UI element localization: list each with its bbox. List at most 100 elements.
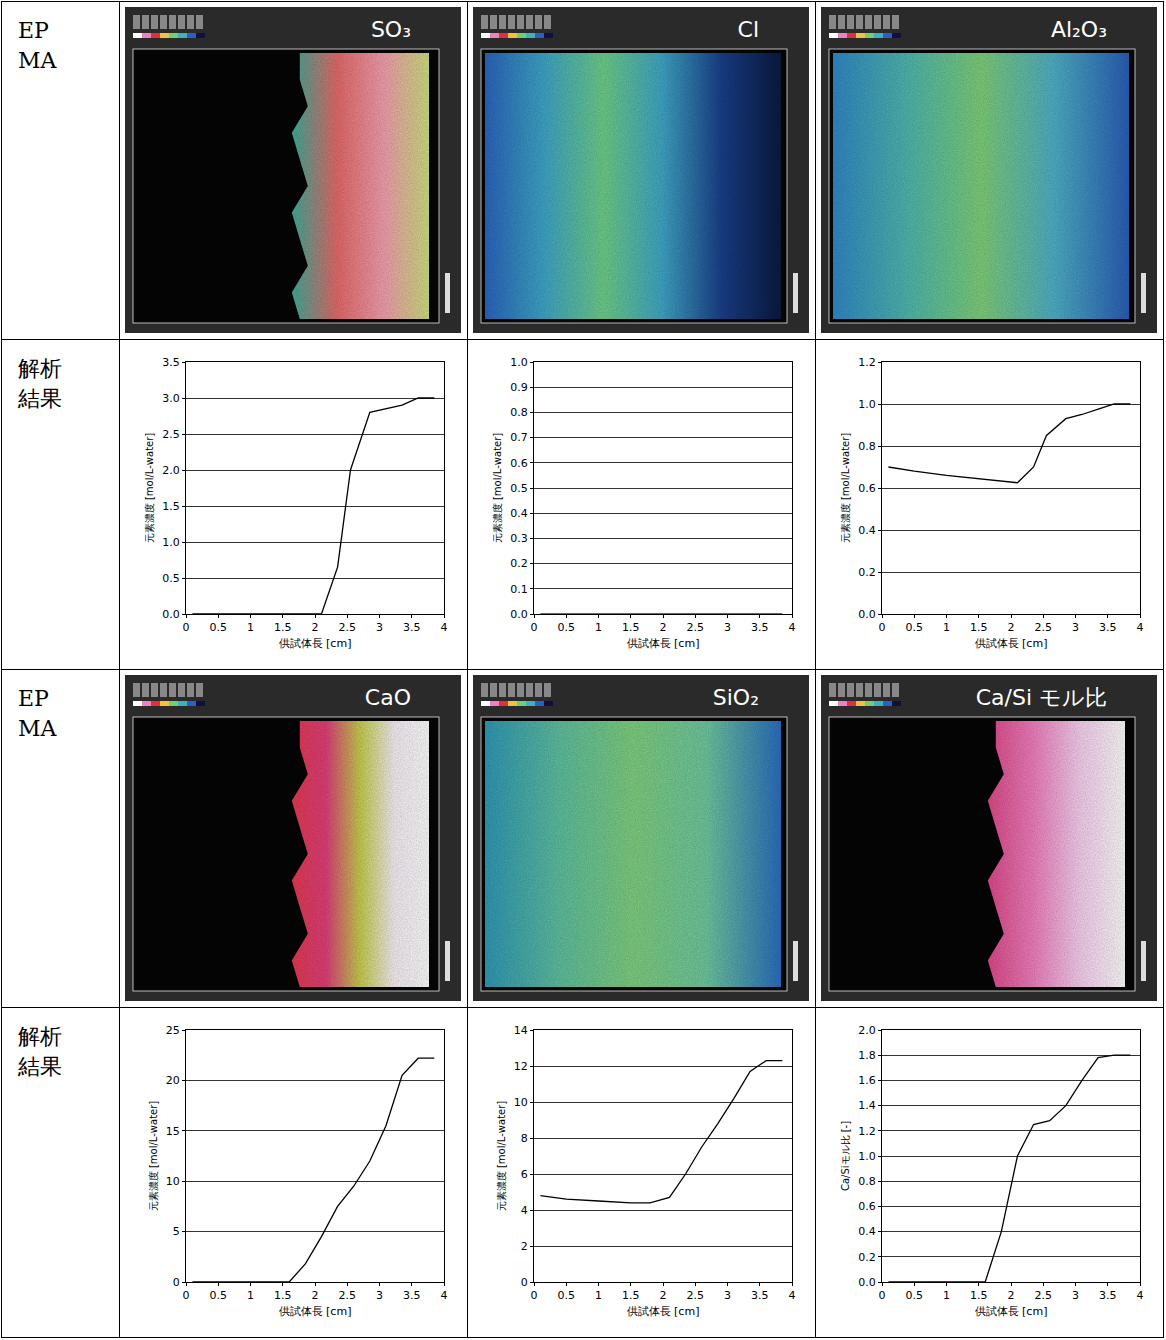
svg-text:0.5: 0.5: [510, 482, 528, 495]
svg-text:供試体長 [cm]: 供試体長 [cm]: [627, 637, 700, 650]
svg-text:Al₂O₃: Al₂O₃: [1051, 17, 1107, 42]
svg-text:3.5: 3.5: [1099, 1289, 1117, 1302]
svg-text:2.5: 2.5: [687, 621, 705, 634]
svg-text:0.8: 0.8: [858, 440, 876, 453]
svg-text:2.5: 2.5: [1035, 1289, 1053, 1302]
svg-text:3: 3: [376, 621, 383, 634]
svg-text:6: 6: [521, 1168, 528, 1181]
svg-text:0: 0: [521, 1276, 528, 1289]
svg-text:15: 15: [166, 1125, 180, 1138]
svg-text:2.5: 2.5: [687, 1289, 705, 1302]
svg-text:0.4: 0.4: [858, 524, 876, 537]
svg-text:供試体長 [cm]: 供試体長 [cm]: [279, 637, 352, 650]
svg-text:4: 4: [789, 621, 796, 634]
svg-text:1.2: 1.2: [858, 1125, 876, 1138]
svg-text:2: 2: [521, 1240, 528, 1253]
svg-text:0.5: 0.5: [558, 621, 576, 634]
svg-text:3.5: 3.5: [162, 356, 180, 369]
svg-text:12: 12: [514, 1060, 528, 1073]
svg-text:2.0: 2.0: [858, 1024, 876, 1037]
svg-text:0.4: 0.4: [858, 1225, 876, 1238]
svg-text:供試体長 [cm]: 供試体長 [cm]: [975, 637, 1048, 650]
svg-text:Ca/Si モル比: Ca/Si モル比: [976, 685, 1107, 710]
svg-text:14: 14: [514, 1024, 528, 1037]
svg-text:元素濃度 [mol/L-water]: 元素濃度 [mol/L-water]: [496, 1101, 507, 1212]
svg-text:1.5: 1.5: [274, 621, 292, 634]
svg-text:供試体長 [cm]: 供試体長 [cm]: [627, 1305, 700, 1318]
svg-text:0: 0: [879, 621, 886, 634]
svg-text:5: 5: [173, 1225, 180, 1238]
svg-text:2.5: 2.5: [339, 1289, 357, 1302]
svg-text:1.4: 1.4: [858, 1099, 876, 1112]
svg-text:0.5: 0.5: [210, 1289, 228, 1302]
svg-text:3.5: 3.5: [403, 621, 421, 634]
svg-text:1: 1: [595, 621, 602, 634]
svg-text:10: 10: [166, 1175, 180, 1188]
svg-text:1: 1: [943, 621, 950, 634]
svg-text:3: 3: [724, 1289, 731, 1302]
svg-text:3.5: 3.5: [751, 621, 769, 634]
svg-text:0: 0: [173, 1276, 180, 1289]
svg-text:0.6: 0.6: [858, 482, 876, 495]
svg-text:0.2: 0.2: [858, 1251, 876, 1264]
svg-text:0.5: 0.5: [558, 1289, 576, 1302]
svg-text:0: 0: [531, 621, 538, 634]
svg-text:0.2: 0.2: [510, 557, 528, 570]
svg-text:3: 3: [376, 1289, 383, 1302]
svg-text:1.0: 1.0: [858, 398, 876, 411]
svg-text:1.0: 1.0: [858, 1150, 876, 1163]
svg-text:2: 2: [1008, 621, 1015, 634]
svg-text:2: 2: [660, 1289, 667, 1302]
svg-text:0.5: 0.5: [906, 621, 924, 634]
svg-text:4: 4: [1137, 621, 1144, 634]
svg-text:3: 3: [1072, 621, 1079, 634]
svg-text:2: 2: [312, 621, 319, 634]
svg-text:2.5: 2.5: [1035, 621, 1053, 634]
svg-text:0.0: 0.0: [162, 608, 180, 621]
svg-text:1: 1: [595, 1289, 602, 1302]
svg-text:3.0: 3.0: [162, 392, 180, 405]
svg-text:0: 0: [879, 1289, 886, 1302]
svg-text:2: 2: [312, 1289, 319, 1302]
svg-text:0.9: 0.9: [510, 381, 528, 394]
svg-text:0.4: 0.4: [510, 507, 528, 520]
svg-text:0: 0: [183, 1289, 190, 1302]
svg-text:4: 4: [441, 1289, 448, 1302]
svg-text:25: 25: [166, 1024, 180, 1037]
svg-text:Cl: Cl: [738, 17, 759, 42]
svg-text:元素濃度 [mol/L-water]: 元素濃度 [mol/L-water]: [492, 433, 503, 544]
svg-text:元素濃度 [mol/L-water]: 元素濃度 [mol/L-water]: [144, 433, 155, 544]
svg-text:20: 20: [166, 1074, 180, 1087]
svg-text:SiO₂: SiO₂: [713, 685, 759, 710]
svg-text:1: 1: [247, 621, 254, 634]
svg-text:0.8: 0.8: [510, 406, 528, 419]
svg-text:SO₃: SO₃: [371, 17, 411, 42]
svg-text:0.6: 0.6: [510, 457, 528, 470]
svg-text:供試体長 [cm]: 供試体長 [cm]: [975, 1305, 1048, 1318]
svg-text:元素濃度 [mol/L-water]: 元素濃度 [mol/L-water]: [840, 433, 851, 544]
svg-text:2.5: 2.5: [339, 621, 357, 634]
svg-text:4: 4: [521, 1204, 528, 1217]
svg-text:1: 1: [247, 1289, 254, 1302]
svg-text:0.5: 0.5: [162, 572, 180, 585]
svg-text:1.8: 1.8: [858, 1049, 876, 1062]
svg-text:4: 4: [789, 1289, 796, 1302]
svg-text:2: 2: [660, 621, 667, 634]
svg-text:1.5: 1.5: [622, 621, 640, 634]
svg-text:0.8: 0.8: [858, 1175, 876, 1188]
svg-text:0.7: 0.7: [510, 431, 528, 444]
svg-text:1.0: 1.0: [162, 536, 180, 549]
svg-text:1.5: 1.5: [274, 1289, 292, 1302]
svg-text:0.0: 0.0: [858, 608, 876, 621]
svg-text:0: 0: [183, 621, 190, 634]
svg-text:3.5: 3.5: [403, 1289, 421, 1302]
svg-text:1.6: 1.6: [858, 1074, 876, 1087]
svg-text:1.5: 1.5: [622, 1289, 640, 1302]
svg-text:8: 8: [521, 1132, 528, 1145]
svg-text:0.0: 0.0: [510, 608, 528, 621]
svg-text:10: 10: [514, 1096, 528, 1109]
svg-text:3: 3: [724, 621, 731, 634]
svg-text:3: 3: [1072, 1289, 1079, 1302]
svg-text:2: 2: [1008, 1289, 1015, 1302]
svg-text:1.2: 1.2: [858, 356, 876, 369]
